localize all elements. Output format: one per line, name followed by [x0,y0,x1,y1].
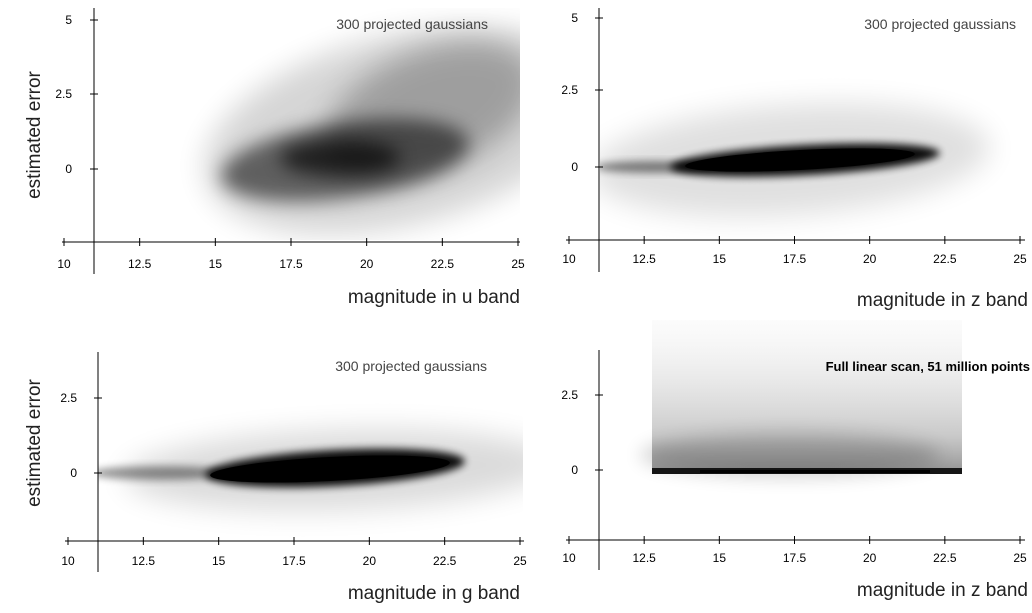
panel-g-band: 300 projected gaussians 10 12.5 15 17.5 20 22… [60,352,527,604]
x-tick-label: 15 [713,252,727,266]
y-tick-label: 2.5 [55,87,72,101]
y-tick-label: 2.5 [60,391,77,405]
x-tick-label: 22.5 [433,554,457,568]
x-tick-label: 20 [363,554,377,568]
y-tick-label: 2.5 [561,83,578,97]
y-tick-label: 5 [65,13,72,27]
y-tick-label: 0 [65,162,72,176]
y-tick-label: 0 [571,463,578,477]
panel-u-band: 300 projected gaussians 10 12.5 15 17.5 20 22… [55,8,525,308]
x-tick-label: 17.5 [282,554,306,568]
x-tick-label: 12.5 [632,252,656,266]
panel-title: 300 projected gaussians [864,16,1016,32]
x-tick-label: 10 [562,252,576,266]
x-tick-label: 25 [1013,551,1027,565]
y-tick-label: 0 [571,160,578,174]
density-field [204,25,520,235]
x-tick-label: 15 [209,257,223,271]
x-axis-label: magnitude in u band [348,287,520,308]
density-core [685,148,915,172]
x-tick-label: 20 [360,257,374,271]
density-field [600,103,990,217]
x-tick-label: 12.5 [132,554,156,568]
panel-title: 300 projected gaussians [335,358,487,374]
panel-z-band-gaussians: 300 projected gaussians 10 12.5 15 17.5 20 22… [561,8,1028,311]
scan-band [640,433,940,477]
x-tick-label: 15 [713,551,727,565]
density-core [280,140,400,176]
x-tick-label: 10 [61,554,75,568]
x-tick-label: 22.5 [933,551,957,565]
x-tick-label: 25 [511,257,525,271]
x-tick-label: 15 [212,554,226,568]
y-tick-label: 2.5 [561,388,578,402]
x-axis-label: magnitude in z band [857,580,1028,601]
panel-title: 300 projected gaussians [336,16,488,32]
y-tick-label: 0 [70,466,77,480]
x-tick-label: 12.5 [128,257,152,271]
x-tick-label: 22.5 [933,252,957,266]
x-tick-label: 17.5 [783,551,807,565]
x-axis-label: magnitude in z band [857,290,1028,311]
density-field [98,429,523,511]
y-axis-label: estimated error [24,70,45,198]
x-tick-label: 25 [513,554,527,568]
density-tail [98,466,230,480]
x-tick-label: 17.5 [279,257,303,271]
x-tick-label: 20 [863,551,877,565]
x-tick-label: 25 [1013,252,1027,266]
x-tick-label: 10 [57,257,71,271]
x-tick-label: 20 [863,252,877,266]
x-tick-label: 22.5 [431,257,455,271]
x-tick-label: 12.5 [632,551,656,565]
x-tick-label: 10 [562,551,576,565]
x-axis-label: magnitude in g band [348,583,520,604]
y-tick-label: 5 [571,11,578,25]
x-tick-label: 17.5 [783,252,807,266]
scan-floor-core [700,470,930,473]
density-field [640,320,962,477]
panel-title: Full linear scan, 51 million points [826,359,1030,374]
panel-full-scan: Full linear scan, 51 million points 10 12… [561,320,1030,601]
density-core [210,455,450,483]
y-axis-label: estimated error [24,378,45,506]
